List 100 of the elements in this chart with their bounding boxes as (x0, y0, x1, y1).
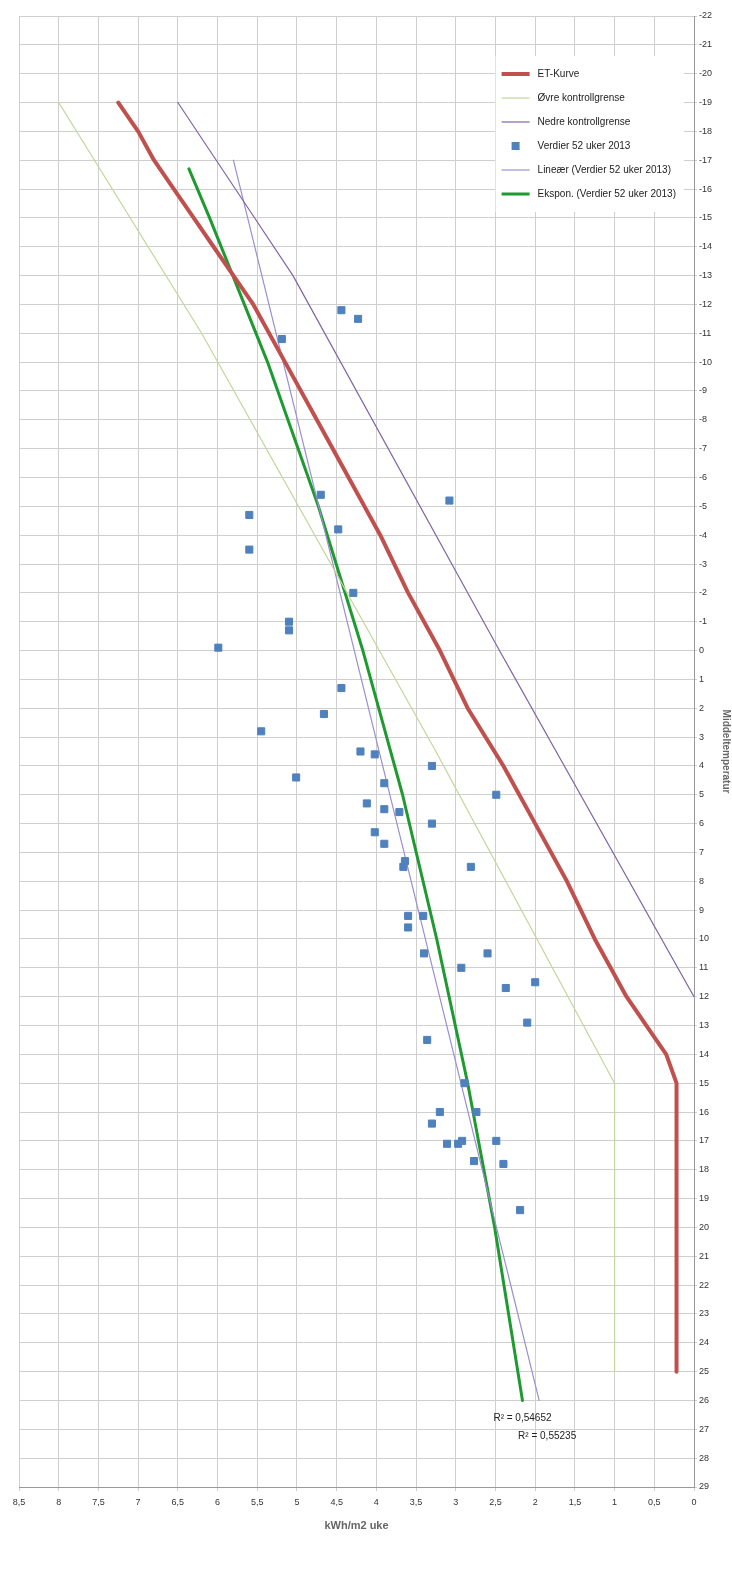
point (214, 643, 223, 652)
y-tick-label: -12 (699, 298, 713, 309)
x-tick-label: 2,5 (489, 1496, 502, 1507)
point (419, 911, 428, 920)
point (427, 761, 436, 770)
y-tick-label: -14 (699, 241, 713, 252)
point (469, 1157, 479, 1166)
point (427, 819, 436, 828)
y-tick-label: 5 (699, 789, 705, 800)
point (516, 1206, 525, 1215)
legend-label: Verdier 52 uker 2013 (537, 139, 631, 151)
y-tick-label: -2 (699, 587, 708, 598)
y-tick-label: -11 (699, 327, 712, 338)
y-tick-label: 15 (699, 1077, 710, 1088)
point (523, 1018, 532, 1027)
x-tick-label: 5,5 (250, 1496, 264, 1507)
x-tick-label: 8,5 (12, 1496, 26, 1507)
point (499, 1159, 508, 1168)
point (404, 911, 413, 920)
x-tick-label: 8 (56, 1496, 62, 1507)
y-tick-label: -13 (699, 270, 713, 281)
x-tick-label: 4,5 (330, 1496, 343, 1507)
y-tick-label: 13 (699, 1019, 710, 1030)
x-axis-title: kWh/m2 uke (324, 1519, 389, 1532)
point (362, 799, 371, 808)
point (457, 963, 466, 972)
y-tick-label: 17 (699, 1135, 710, 1146)
point (419, 949, 429, 958)
point (466, 862, 475, 871)
y-tick-label: 29 (699, 1481, 710, 1492)
y-tick-label: 0 (699, 645, 705, 656)
point (395, 808, 404, 817)
point (316, 490, 325, 499)
point (492, 790, 501, 799)
y-tick-label: 27 (699, 1423, 710, 1434)
x-tick-label: 6 (215, 1496, 221, 1507)
y-tick-label: -6 (699, 471, 708, 482)
point (370, 750, 379, 759)
legend-label: Øvre kontrollgrense (537, 91, 626, 103)
y-tick-label: -9 (699, 385, 708, 396)
point (245, 510, 254, 520)
y-tick-label: 18 (699, 1164, 710, 1175)
y-tick-label: 1 (699, 673, 705, 684)
y-tick-label: -15 (699, 212, 713, 223)
point (442, 1139, 452, 1148)
y-tick-label: -7 (699, 443, 708, 454)
y-tick-label: -22 (699, 10, 713, 21)
y-tick-label: 20 (699, 1221, 710, 1232)
point (354, 314, 363, 323)
point (531, 978, 540, 987)
x-tick-label: 6,5 (171, 1496, 185, 1507)
x-tick-label: 1,5 (568, 1496, 582, 1507)
legend-label: Lineær (Verdier 52 uker 2013) (537, 163, 672, 175)
y-tick-label: 6 (699, 818, 705, 829)
point (460, 1079, 469, 1088)
point (380, 805, 389, 814)
y-tick-label: -3 (699, 558, 708, 569)
y-tick-label: 14 (699, 1048, 710, 1059)
point (380, 779, 389, 788)
x-tick-label: 7,5 (92, 1496, 105, 1507)
y-tick-label: 26 (699, 1394, 710, 1405)
point (404, 923, 413, 932)
y-tick-label: 8 (699, 875, 705, 886)
point (501, 983, 510, 993)
y-tick-label: 3 (699, 731, 705, 742)
point (292, 773, 301, 782)
y-tick-label: 24 (699, 1337, 710, 1348)
y-tick-label: 25 (699, 1366, 710, 1377)
point (284, 626, 294, 635)
y-tick-label: 10 (699, 933, 710, 944)
point (356, 747, 365, 756)
x-tick-label: 5 (294, 1496, 300, 1507)
y-tick-label: -21 (699, 39, 713, 50)
point (423, 1035, 432, 1044)
y-axis-title: Middeltemperatur (721, 709, 732, 794)
point (445, 496, 454, 505)
y-tick-label: 9 (699, 904, 705, 915)
y-tick-label: -18 (699, 125, 713, 136)
y-tick-label: -4 (699, 529, 708, 540)
point (483, 949, 492, 958)
y-tick-label: 2 (699, 702, 705, 713)
point (435, 1108, 444, 1117)
y-tick-label: 19 (699, 1193, 710, 1204)
y-tick-label: 22 (699, 1279, 710, 1290)
y-tick-label: 12 (699, 991, 710, 1002)
point (380, 839, 389, 848)
point (458, 1136, 467, 1145)
y-tick-label: 28 (699, 1452, 710, 1463)
point (245, 545, 254, 554)
y-tick-label: 23 (699, 1308, 710, 1319)
point (319, 709, 328, 719)
y-tick-label: -17 (699, 154, 713, 165)
point (277, 335, 286, 344)
point (349, 588, 358, 597)
x-tick-label: 4 (373, 1496, 379, 1507)
x-tick-label: 3 (453, 1496, 459, 1507)
point (334, 525, 343, 534)
x-tick-label: 0 (691, 1496, 697, 1507)
y-tick-label: -1 (699, 616, 708, 627)
y-tick-label: -8 (699, 414, 708, 425)
